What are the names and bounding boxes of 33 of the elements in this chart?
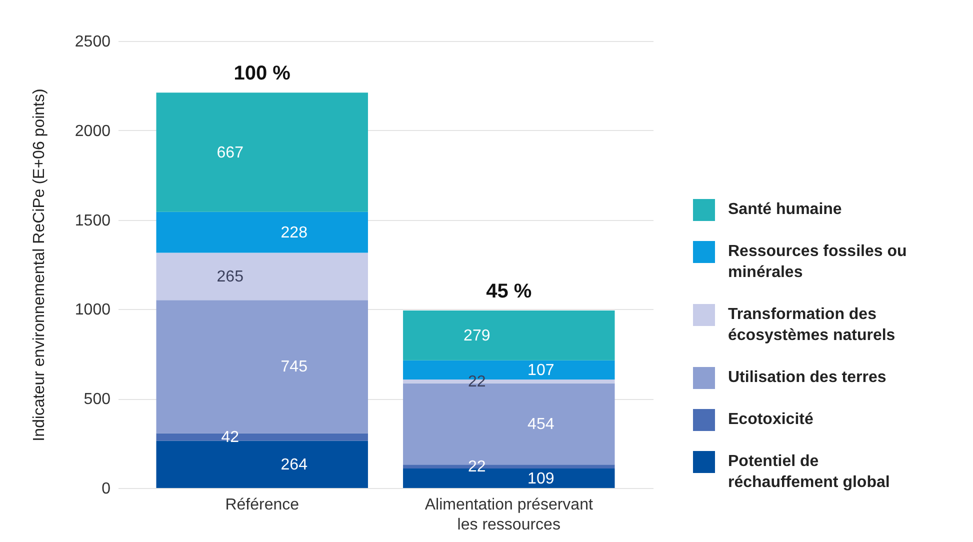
- legend-label: Utilisation des terres: [728, 369, 886, 386]
- bar: [156, 440, 368, 488]
- y-tick-label: 0: [102, 480, 111, 498]
- y-tick-label: 2500: [74, 34, 111, 50]
- data-label: 22: [468, 458, 486, 476]
- data-label: 745: [280, 358, 308, 376]
- data-label: 228: [280, 224, 308, 242]
- data-label: 279: [464, 327, 490, 344]
- data-label: 454: [528, 416, 554, 433]
- legend-label: Ressources fossiles ou minérales: [728, 243, 907, 281]
- y-axis-title: Indicateur environnemental ReCiPe (E+06 points): [30, 88, 48, 442]
- data-label: 42: [221, 429, 240, 446]
- data-label: 667: [216, 144, 244, 162]
- annotation: 100 %: [234, 62, 291, 85]
- y-tick-label: 1000: [74, 302, 111, 319]
- bar: [403, 310, 615, 360]
- y-tick-label: 2000: [74, 122, 111, 140]
- legend-label: Transformation des écosystèmes naturels: [728, 306, 896, 344]
- x-tick-label: Alimentation préservant les ressources: [424, 496, 594, 534]
- annotation: 45 %: [486, 280, 532, 302]
- y-tick-label: 500: [84, 391, 111, 408]
- bar: [156, 212, 368, 253]
- legend-label: Potentiel de réchauffement global: [728, 453, 890, 491]
- data-label: 265: [216, 268, 244, 286]
- bar: [156, 252, 368, 300]
- bar: [156, 92, 368, 212]
- y-tick-label: 1500: [74, 212, 111, 230]
- data-label: 107: [528, 362, 554, 379]
- legend-label: Santé humaine: [728, 201, 842, 218]
- legend-label: Ecotoxicité: [728, 411, 814, 428]
- data-label: 109: [528, 470, 554, 488]
- x-tick-label: Référence: [225, 496, 300, 514]
- data-label: 264: [280, 456, 308, 474]
